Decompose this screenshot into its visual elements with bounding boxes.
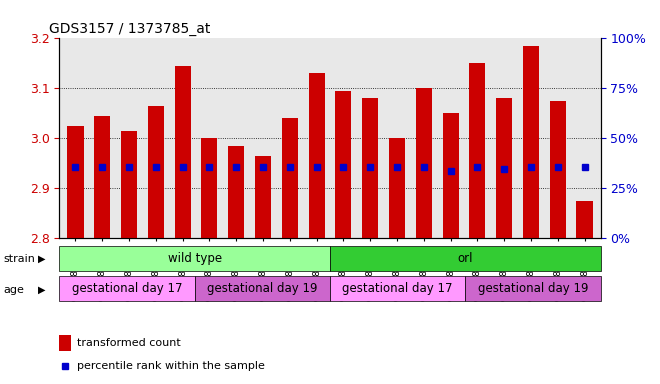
Text: ▶: ▶ xyxy=(38,285,46,295)
Text: wild type: wild type xyxy=(168,252,222,265)
Bar xyxy=(335,91,351,238)
Bar xyxy=(201,138,218,238)
Bar xyxy=(465,276,601,301)
Text: strain: strain xyxy=(3,254,35,264)
Bar xyxy=(175,66,191,238)
Bar xyxy=(121,131,137,238)
Bar xyxy=(282,118,298,238)
Text: gestational day 19: gestational day 19 xyxy=(478,283,588,295)
Bar xyxy=(416,88,432,238)
Text: orl: orl xyxy=(457,252,473,265)
Bar xyxy=(59,246,330,271)
Text: GDS3157 / 1373785_at: GDS3157 / 1373785_at xyxy=(49,22,210,36)
Bar xyxy=(228,146,244,238)
Bar xyxy=(59,276,195,301)
Bar xyxy=(309,73,325,238)
Bar xyxy=(523,46,539,238)
Bar xyxy=(67,126,84,238)
Bar xyxy=(550,101,566,238)
Text: gestational day 17: gestational day 17 xyxy=(343,283,453,295)
Text: age: age xyxy=(3,285,24,295)
Bar xyxy=(148,106,164,238)
Text: gestational day 17: gestational day 17 xyxy=(72,283,182,295)
Bar xyxy=(195,276,330,301)
Text: gestational day 19: gestational day 19 xyxy=(207,283,317,295)
Bar xyxy=(330,276,465,301)
Bar xyxy=(442,113,459,238)
Bar xyxy=(496,98,512,238)
Bar xyxy=(255,156,271,238)
Bar xyxy=(389,138,405,238)
Bar xyxy=(330,246,601,271)
Text: transformed count: transformed count xyxy=(77,338,180,348)
Bar xyxy=(469,63,485,238)
Bar xyxy=(94,116,110,238)
Bar xyxy=(362,98,378,238)
Text: percentile rank within the sample: percentile rank within the sample xyxy=(77,361,265,371)
Text: ▶: ▶ xyxy=(38,254,46,264)
Bar xyxy=(576,200,593,238)
Bar xyxy=(59,335,71,351)
